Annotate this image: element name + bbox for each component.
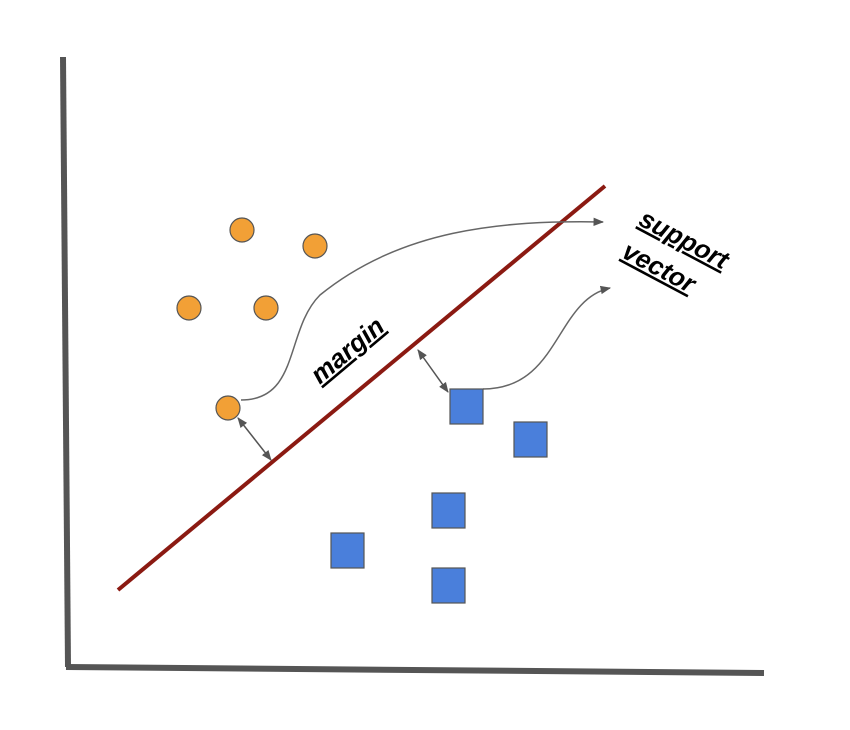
class-b-support-vector xyxy=(449,388,484,425)
class-a-points xyxy=(176,217,328,421)
support-vector-pointer-circle xyxy=(240,217,605,401)
class-a-point xyxy=(253,295,279,321)
class-b-point xyxy=(513,421,548,458)
axes xyxy=(60,56,765,676)
class-b-point xyxy=(431,567,466,604)
x-axis xyxy=(65,664,765,676)
y-axis xyxy=(60,56,71,668)
decision-boundary-line xyxy=(116,184,607,592)
class-b-point xyxy=(431,492,466,529)
class-a-support-vector xyxy=(215,395,241,421)
class-b-point xyxy=(330,532,365,569)
class-a-point xyxy=(229,217,255,243)
margin-label: margin xyxy=(304,311,390,390)
class-b-points xyxy=(330,388,548,604)
margin-arrow-lower xyxy=(237,417,272,461)
class-a-point xyxy=(176,295,202,321)
support-vector-pointer-square xyxy=(482,285,612,390)
margin-arrow-upper xyxy=(417,349,449,393)
class-a-point xyxy=(302,233,328,259)
